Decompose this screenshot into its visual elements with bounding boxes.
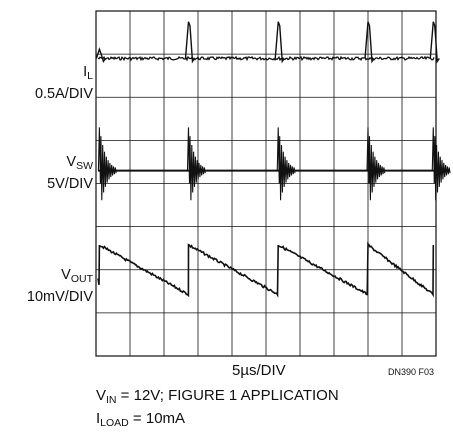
figure-code: DN390 F03 xyxy=(388,367,435,377)
il-spike xyxy=(95,47,106,64)
vsw-ring xyxy=(186,127,206,201)
vsw-ring xyxy=(431,127,451,201)
il-spike xyxy=(429,21,440,64)
caption-line-1: VIN = 12V; FIGURE 1 APPLICATION xyxy=(96,387,339,406)
vsw-label: VSW 5V/DIV xyxy=(47,154,93,192)
x-axis-label: 5µs/DIV xyxy=(232,362,286,379)
caption-line-2: ILOAD = 10mA xyxy=(96,410,186,429)
vout-trace xyxy=(97,241,435,298)
vsw-ring xyxy=(97,127,117,201)
traces xyxy=(95,21,451,298)
vsw-ring xyxy=(366,127,386,201)
il-spike xyxy=(364,21,375,64)
il-spike xyxy=(274,21,285,64)
il-label: IL 0.5A/DIV xyxy=(34,64,93,102)
il-spike xyxy=(184,21,196,64)
il-trace xyxy=(97,55,435,62)
grid xyxy=(95,10,437,357)
vsw-ring xyxy=(276,127,296,201)
vout-label: VOUT 10mV/DIV xyxy=(26,267,93,305)
